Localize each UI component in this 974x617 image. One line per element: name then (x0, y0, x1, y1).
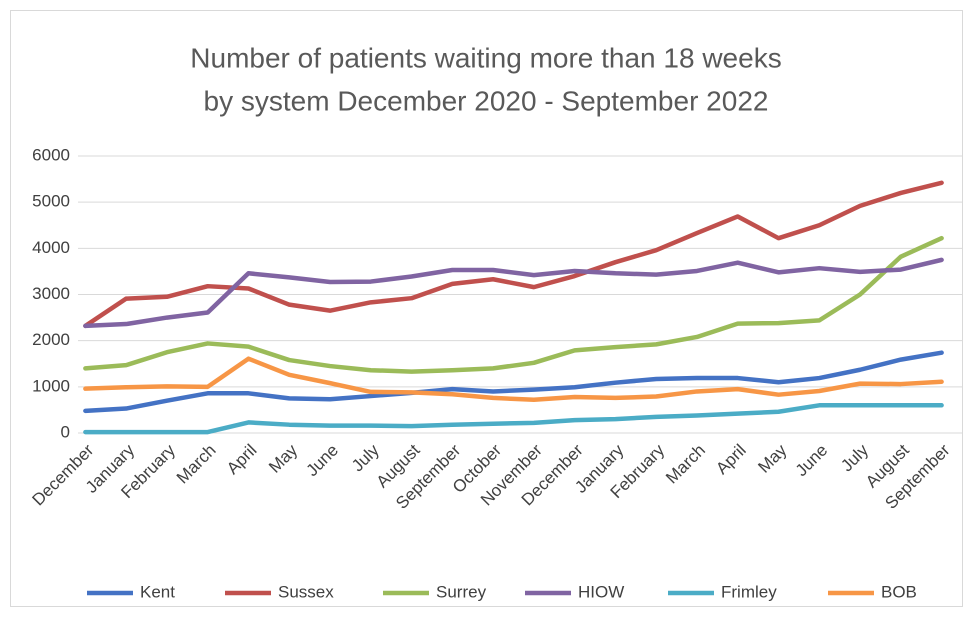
legend-label: BOB (881, 582, 917, 601)
series-line (83, 180, 944, 329)
y-tick-label: 3000 (32, 284, 70, 303)
series-line (83, 356, 944, 403)
series-line (83, 350, 944, 414)
series-line (83, 257, 944, 329)
chart-title: Number of patients waiting more than 18 … (190, 42, 781, 73)
legend-label: HIOW (578, 582, 624, 601)
legend-label: Sussex (278, 582, 334, 601)
y-tick-label: 5000 (32, 192, 70, 211)
legend-label: Surrey (436, 582, 487, 601)
chart-title: by system December 2020 - September 2022 (204, 85, 769, 116)
y-tick-label: 6000 (32, 145, 70, 164)
legend-label: Kent (140, 582, 175, 601)
series-line (83, 403, 944, 435)
series-line (83, 235, 944, 374)
y-tick-label: 2000 (32, 330, 70, 349)
y-tick-label: 1000 (32, 376, 70, 395)
chart-border (10, 10, 963, 607)
y-tick-label: 4000 (32, 238, 70, 257)
legend-label: Frimley (721, 582, 777, 601)
y-tick-label: 0 (61, 422, 70, 441)
